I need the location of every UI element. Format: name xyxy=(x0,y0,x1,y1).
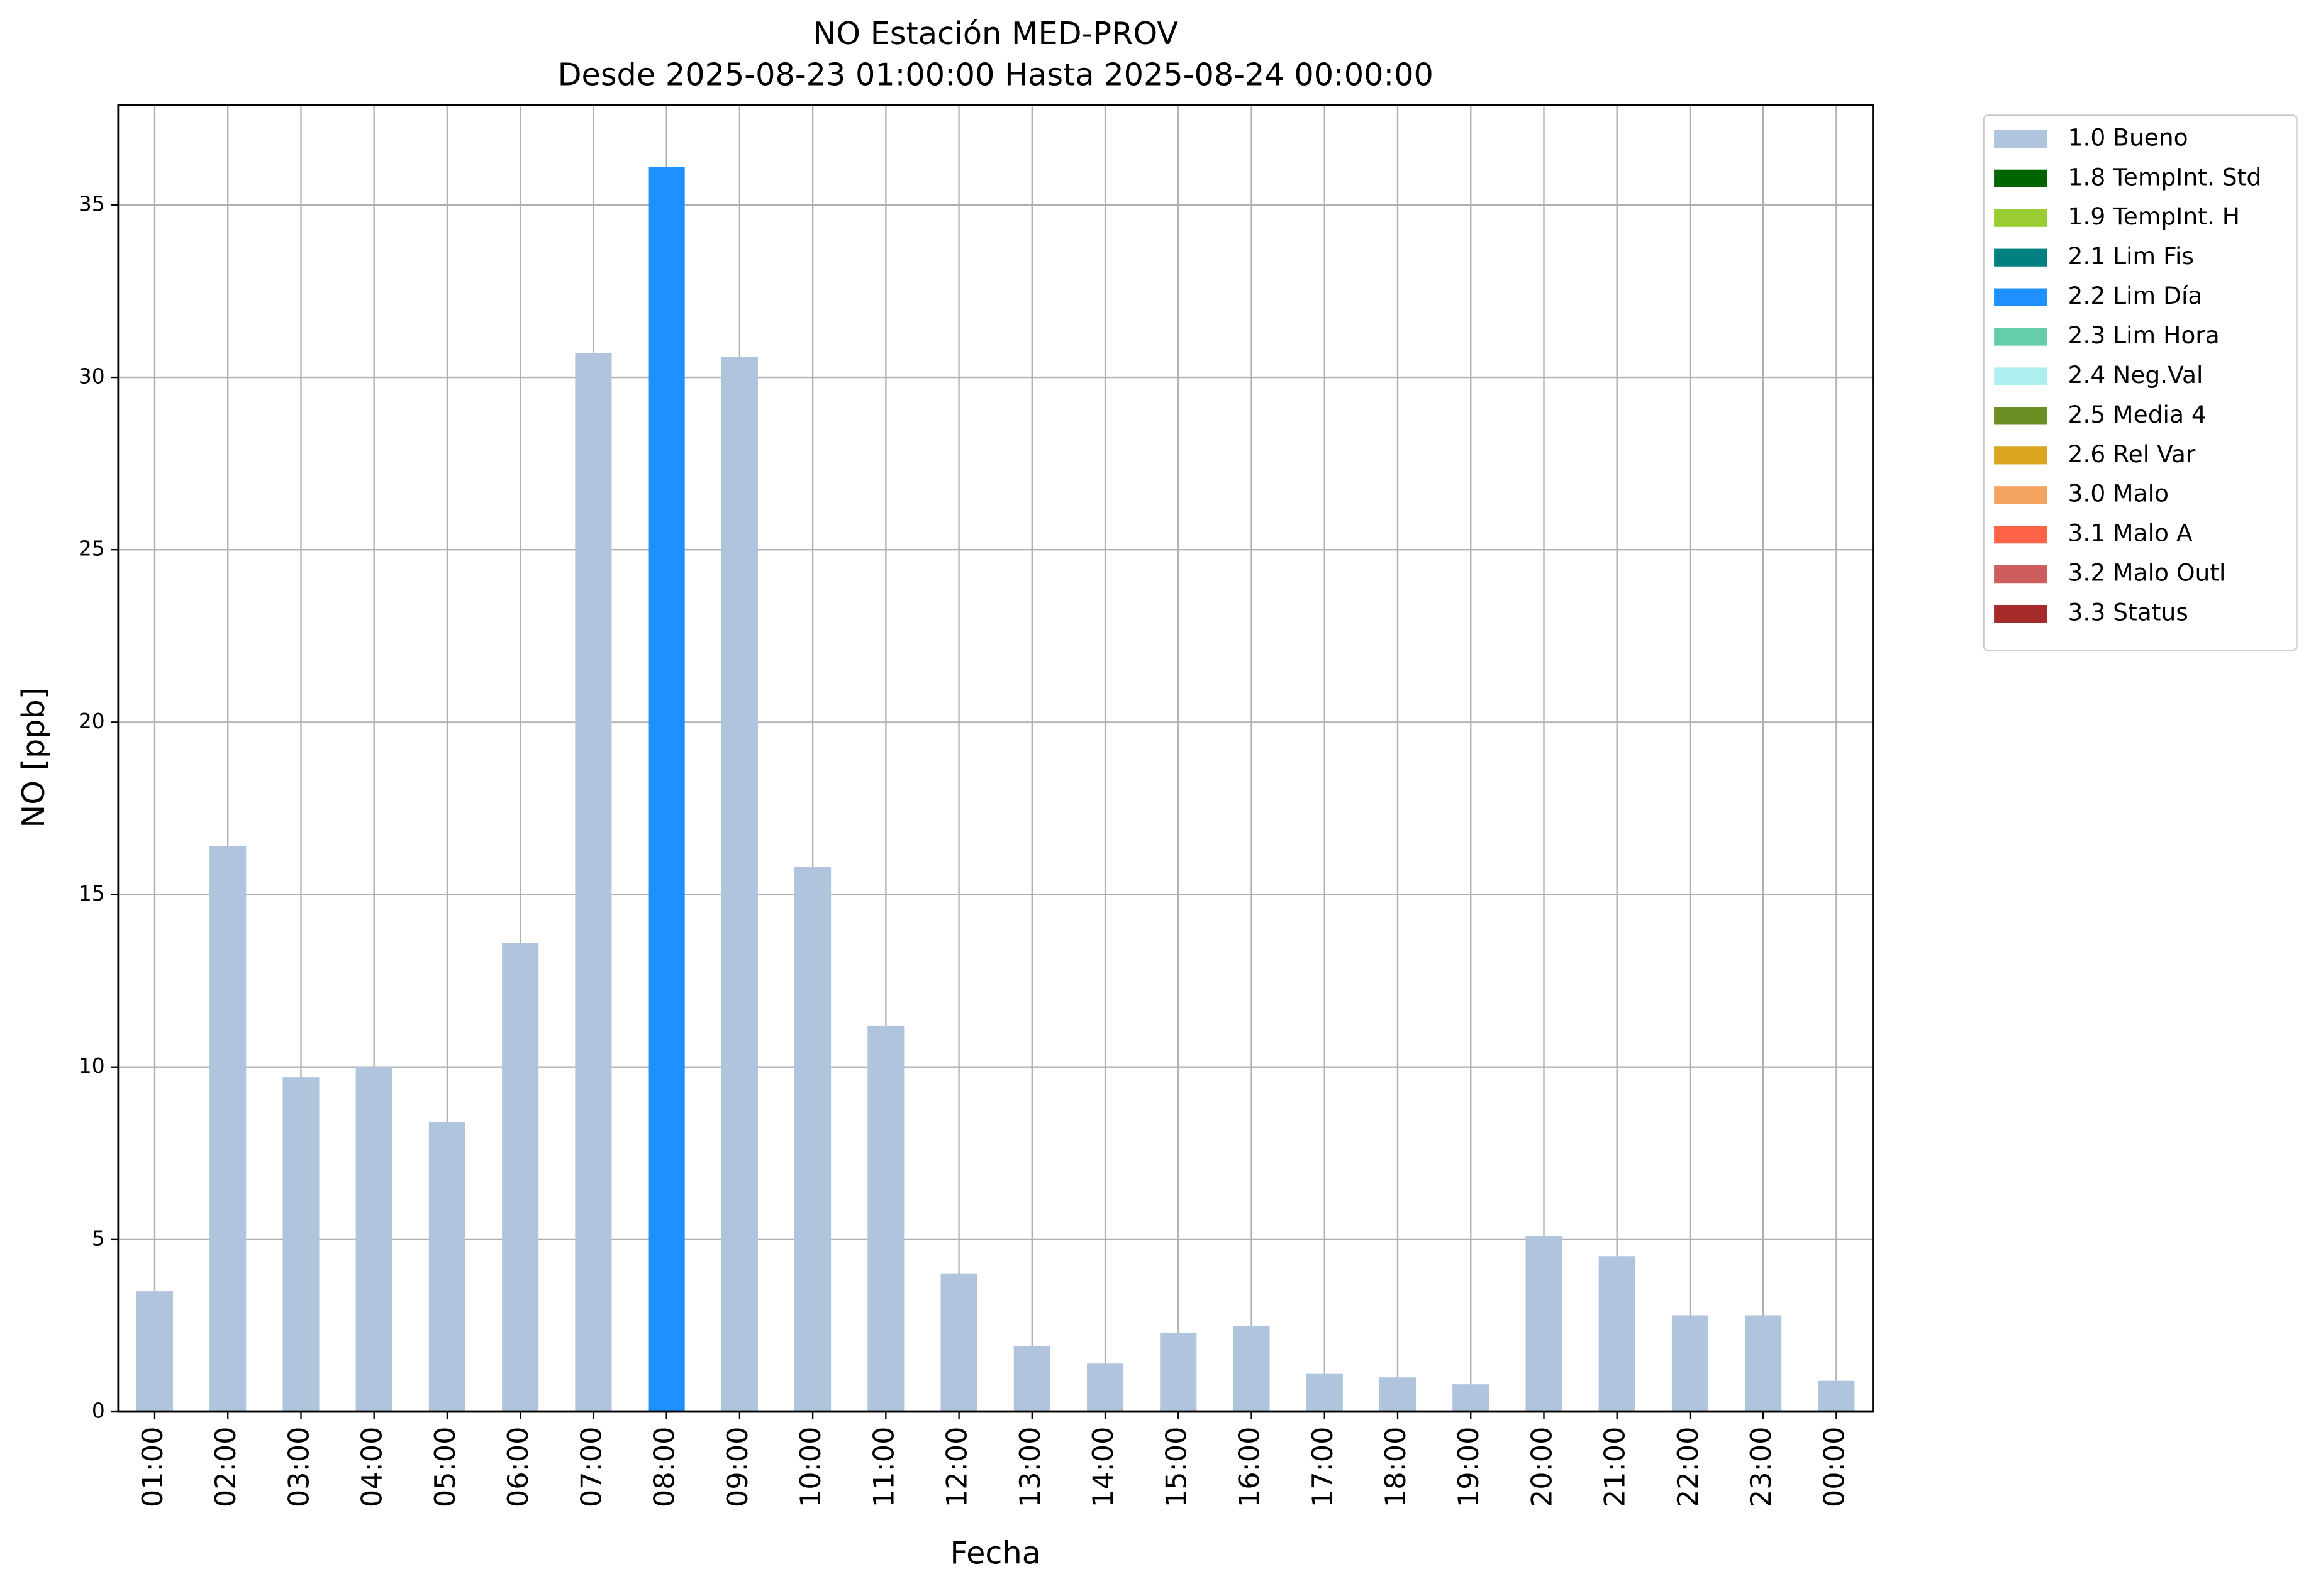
x-tick-label: 16:00 xyxy=(1233,1427,1266,1508)
legend-swatch xyxy=(1994,526,2047,544)
x-tick-label: 00:00 xyxy=(1818,1427,1851,1508)
legend-label: 2.2 Lim Día xyxy=(2068,282,2203,309)
bar xyxy=(1452,1384,1489,1412)
legend-swatch xyxy=(1994,248,2047,267)
legend-label: 2.5 Media 4 xyxy=(2068,401,2207,428)
x-tick-label: 10:00 xyxy=(794,1427,827,1508)
legend-label: 2.6 Rel Var xyxy=(2068,440,2196,468)
legend-swatch xyxy=(1994,130,2047,148)
x-tick-label: 15:00 xyxy=(1160,1427,1193,1508)
y-tick-label: 5 xyxy=(92,1226,105,1250)
bar xyxy=(355,1067,392,1412)
bar xyxy=(502,943,539,1412)
x-tick-label: 09:00 xyxy=(721,1427,754,1508)
bar xyxy=(1086,1363,1124,1412)
bar xyxy=(1745,1315,1782,1412)
bar xyxy=(1671,1315,1709,1412)
y-tick-label: 20 xyxy=(79,709,105,733)
x-tick-label: 18:00 xyxy=(1379,1427,1412,1508)
x-tick-label: 03:00 xyxy=(282,1427,315,1508)
legend-label: 3.1 Malo A xyxy=(2068,519,2193,547)
x-tick-label: 11:00 xyxy=(867,1427,900,1508)
x-tick-label: 17:00 xyxy=(1306,1427,1339,1508)
x-tick-label: 13:00 xyxy=(1014,1427,1047,1508)
legend-swatch xyxy=(1994,288,2047,306)
bar xyxy=(136,1291,174,1412)
bar xyxy=(1013,1346,1050,1412)
plot-frame xyxy=(117,104,1874,1413)
legend-label: 2.4 Neg.Val xyxy=(2068,361,2203,389)
legend-label: 1.8 TempInt. Std xyxy=(2068,163,2262,191)
y-axis-label: NO [ppb] xyxy=(15,687,52,828)
bar xyxy=(1306,1373,1343,1412)
x-tick-label: 23:00 xyxy=(1745,1427,1778,1508)
x-tick-label: 19:00 xyxy=(1452,1427,1485,1508)
legend-label: 3.3 Status xyxy=(2068,599,2188,626)
bar xyxy=(1818,1380,1855,1412)
x-tick-label: 05:00 xyxy=(429,1427,462,1508)
legend-label: 2.1 Lim Fis xyxy=(2068,242,2194,270)
bar xyxy=(794,867,832,1412)
legend-swatch xyxy=(1994,565,2047,584)
legend-swatch xyxy=(1994,446,2047,465)
bar xyxy=(1598,1256,1635,1412)
y-tick-label: 10 xyxy=(79,1053,105,1078)
bar xyxy=(209,846,247,1412)
x-tick-label: 21:00 xyxy=(1599,1427,1632,1508)
x-tick-label: 14:00 xyxy=(1087,1427,1120,1508)
x-tick-label: 22:00 xyxy=(1672,1427,1705,1508)
bar xyxy=(721,357,758,1412)
x-tick-label: 08:00 xyxy=(649,1427,681,1508)
bar xyxy=(1233,1325,1270,1412)
chart-title: NO Estación MED-PROV xyxy=(813,15,1178,52)
y-tick-label: 30 xyxy=(79,364,105,389)
legend-swatch xyxy=(1994,209,2047,227)
legend-label: 3.2 Malo Outl xyxy=(2068,559,2226,587)
legend-box xyxy=(1983,114,2298,651)
legend-label: 1.0 Bueno xyxy=(2068,123,2188,151)
bar xyxy=(1160,1332,1197,1412)
x-axis-label: Fecha xyxy=(950,1534,1041,1571)
chart-subtitle: Desde 2025-08-23 01:00:00 Hasta 2025-08-… xyxy=(558,57,1434,93)
legend-swatch xyxy=(1994,604,2047,623)
bar xyxy=(867,1025,905,1412)
bar xyxy=(575,353,612,1412)
legend-swatch xyxy=(1994,367,2047,385)
bar xyxy=(1379,1377,1417,1412)
legend-swatch xyxy=(1994,407,2047,425)
bar xyxy=(940,1273,977,1412)
x-tick-label: 07:00 xyxy=(575,1427,608,1508)
legend-swatch xyxy=(1994,486,2047,504)
legend-label: 1.9 TempInt. H xyxy=(2068,202,2241,230)
x-tick-label: 12:00 xyxy=(941,1427,974,1508)
bar xyxy=(428,1122,465,1412)
y-tick-label: 15 xyxy=(79,881,105,906)
legend-label: 3.0 Malo xyxy=(2068,480,2169,507)
legend-swatch xyxy=(1994,169,2047,187)
x-tick-label: 20:00 xyxy=(1525,1427,1558,1508)
y-tick-label: 25 xyxy=(79,536,105,561)
x-tick-label: 02:00 xyxy=(209,1427,242,1508)
y-tick-label: 0 xyxy=(92,1399,105,1423)
bar xyxy=(282,1077,320,1412)
x-tick-label: 01:00 xyxy=(136,1427,169,1508)
y-tick-label: 35 xyxy=(79,191,105,216)
legend-swatch xyxy=(1994,328,2047,346)
bar xyxy=(1525,1236,1562,1412)
legend-label: 2.3 Lim Hora xyxy=(2068,321,2220,349)
x-tick-label: 04:00 xyxy=(356,1427,389,1508)
x-tick-label: 06:00 xyxy=(502,1427,535,1508)
bar xyxy=(648,167,685,1412)
